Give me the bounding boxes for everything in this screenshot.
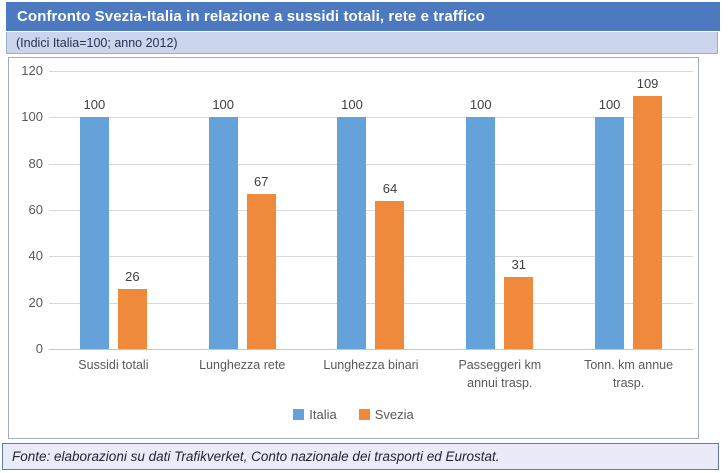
category-label-4: Passeggeri km annui trasp. bbox=[458, 358, 542, 390]
data-label-italia-5: 100 bbox=[598, 97, 621, 113]
data-label-svezia-2: 67 bbox=[253, 173, 269, 189]
chart-title: Confronto Svezia-Italia in relazione a s… bbox=[17, 8, 485, 25]
gridline-40 bbox=[49, 256, 693, 258]
bar-group-3: 100 64 bbox=[307, 71, 436, 349]
gridline-0 bbox=[49, 349, 693, 350]
legend-swatch-svezia bbox=[358, 409, 370, 420]
bar-column-italia-4: 100 bbox=[466, 71, 496, 349]
data-label-svezia-1: 26 bbox=[125, 268, 140, 284]
y-tick-label-40: 40 bbox=[28, 248, 43, 264]
bar-column-italia-5: 100 bbox=[595, 71, 625, 349]
category-label-5: Tonn. km annue trasp. bbox=[584, 358, 674, 390]
chart-subtitle: (Indici Italia=100; anno 2012) bbox=[16, 35, 178, 50]
y-tick-label-0: 0 bbox=[35, 341, 43, 356]
legend-label-svezia: Svezia bbox=[374, 407, 414, 422]
y-tick-label-20: 20 bbox=[28, 294, 43, 310]
bar-italia-4 bbox=[466, 117, 496, 349]
data-label-italia-1: 100 bbox=[83, 97, 106, 113]
bar-svezia-2 bbox=[246, 193, 276, 349]
bar-column-svezia-1: 26 bbox=[117, 71, 147, 349]
bar-column-svezia-4: 31 bbox=[504, 71, 534, 349]
bar-group-5: 100 109 bbox=[564, 71, 693, 349]
y-tick-label-60: 60 bbox=[28, 202, 43, 217]
gridline-120 bbox=[49, 71, 693, 72]
y-tick-label-120: 120 bbox=[21, 63, 43, 78]
category-label-1: Sussidi totali bbox=[78, 358, 149, 372]
bar-column-italia-2: 100 bbox=[208, 71, 238, 349]
legend-label-italia: Italia bbox=[309, 407, 337, 422]
category-axis: Sussidi totali Lunghezza rete Lunghezza bi… bbox=[49, 357, 693, 392]
bar-italia-5 bbox=[595, 117, 625, 349]
bar-italia-2 bbox=[208, 117, 238, 349]
legend-swatch-italia bbox=[293, 409, 305, 420]
gridline-80 bbox=[49, 163, 693, 165]
gridline-20 bbox=[49, 302, 693, 304]
bar-column-italia-1: 100 bbox=[79, 71, 109, 349]
gridline-100 bbox=[49, 117, 693, 119]
bar-column-svezia-3: 64 bbox=[375, 71, 405, 349]
source-bar: Fonte: elaborazioni su dati Trafikverket… bbox=[2, 443, 719, 470]
data-label-svezia-3: 64 bbox=[382, 180, 398, 196]
source-text: Fonte: elaborazioni su dati Trafikverket… bbox=[12, 449, 500, 464]
bar-group-1: 100 26 bbox=[49, 71, 178, 349]
title-bar: Confronto Svezia-Italia in relazione a s… bbox=[6, 2, 720, 31]
bar-group-4: 100 31 bbox=[435, 71, 564, 349]
bar-svezia-4 bbox=[504, 277, 534, 349]
bar-column-svezia-5: 109 bbox=[633, 71, 663, 349]
category-label-2: Lunghezza rete bbox=[199, 358, 286, 372]
plot-area: 100 26 100 67 100 64 100 31 100 109 bbox=[49, 71, 693, 350]
bar-groups: 100 26 100 67 100 64 100 31 100 109 bbox=[49, 71, 693, 349]
legend: Italia Svezia bbox=[9, 407, 698, 422]
data-label-svezia-5: 109 bbox=[636, 76, 659, 92]
gridline-60 bbox=[49, 210, 693, 211]
bar-svezia-5 bbox=[633, 96, 663, 349]
bar-column-svezia-2: 67 bbox=[246, 71, 276, 349]
legend-item-svezia: Svezia bbox=[358, 407, 414, 422]
y-tick-label-100: 100 bbox=[21, 109, 43, 125]
data-label-italia-3: 100 bbox=[341, 97, 363, 113]
bar-svezia-1 bbox=[117, 288, 147, 349]
bar-column-italia-3: 100 bbox=[337, 71, 367, 349]
bar-italia-3 bbox=[337, 117, 367, 349]
bar-svezia-3 bbox=[375, 200, 405, 349]
data-label-italia-2: 100 bbox=[212, 97, 235, 113]
chart-area: 0 20 40 60 80 100 120 100 26 100 67 100 64 100 31 100 1… bbox=[8, 57, 699, 439]
y-tick-label-80: 80 bbox=[28, 155, 43, 171]
subtitle-bar: (Indici Italia=100; anno 2012) bbox=[6, 32, 718, 54]
bar-italia-1 bbox=[79, 117, 109, 349]
category-label-3: Lunghezza binari bbox=[323, 358, 419, 372]
legend-item-italia: Italia bbox=[293, 407, 337, 422]
data-label-italia-4: 100 bbox=[469, 97, 492, 113]
data-label-svezia-4: 31 bbox=[511, 257, 527, 273]
bar-group-2: 100 67 bbox=[178, 71, 307, 349]
